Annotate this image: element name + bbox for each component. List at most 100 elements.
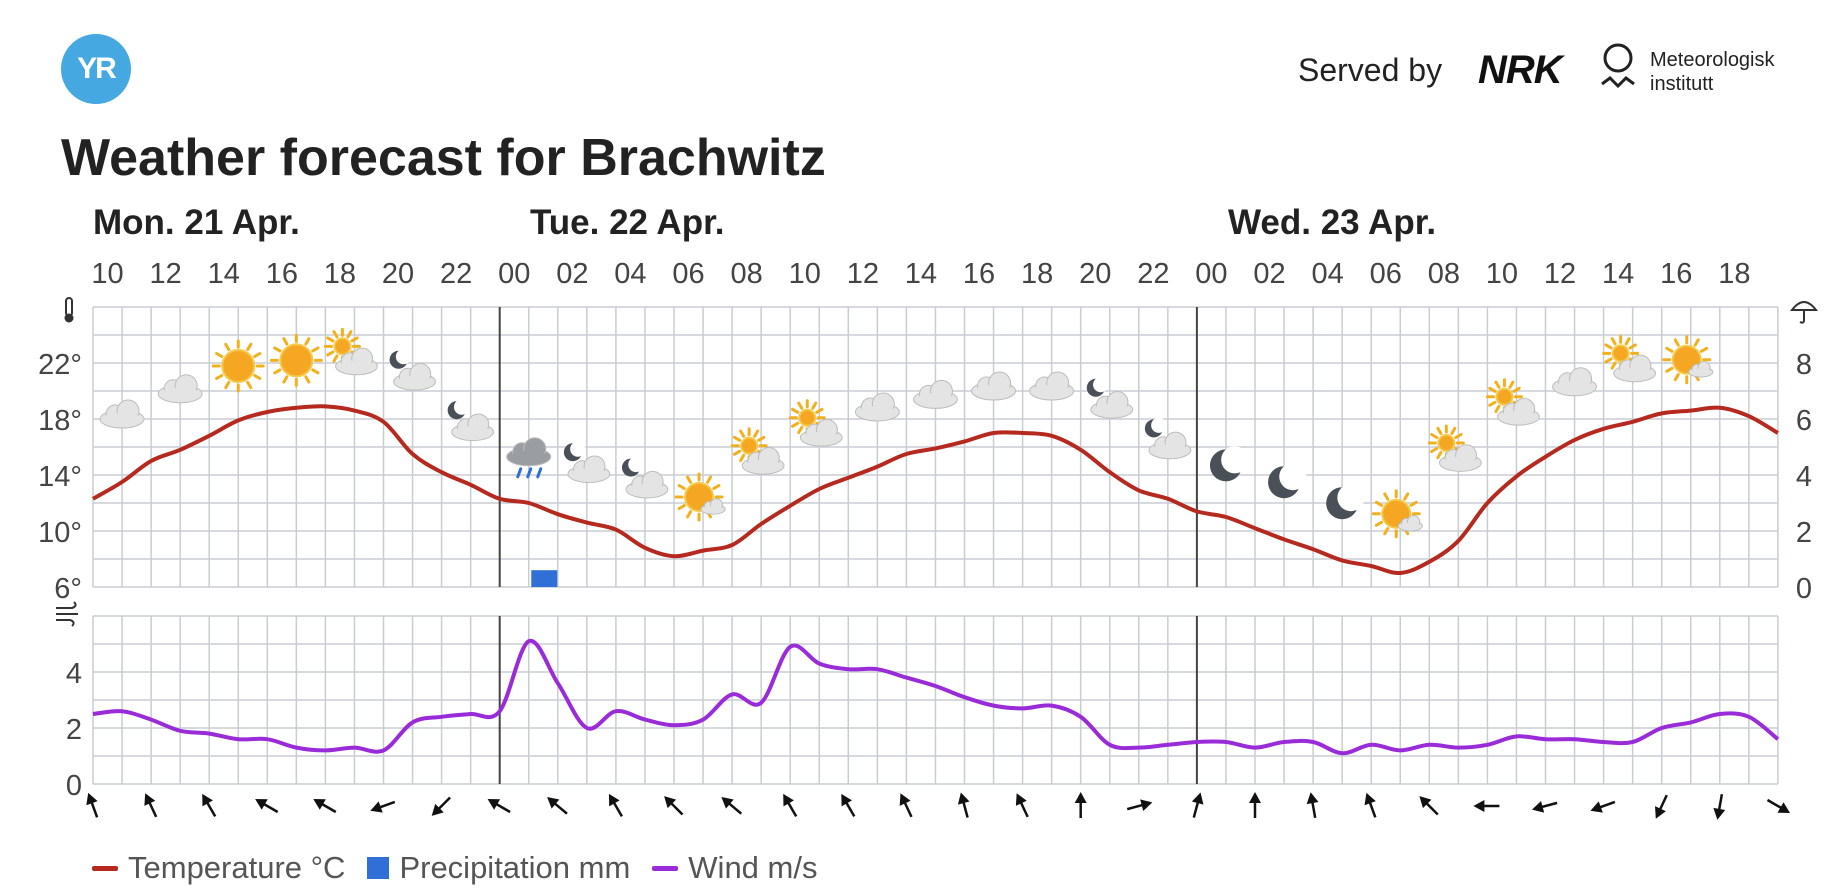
thermometer-icon [64,297,74,323]
weather-fair-day-icon [674,472,726,522]
wind-direction-arrow [1074,792,1087,818]
wind-direction-arrow [664,796,684,816]
weather-partlycloudy-night-icon [1086,377,1134,419]
precipitation-tick-label: 6 [1796,405,1812,437]
nrk-logo: NRK [1478,48,1563,92]
weather-icon-layer [99,327,1714,539]
hour-tick-label: 22 [1137,258,1169,290]
weather-clearsky-icon [269,333,323,387]
hour-tick-label: 20 [382,258,414,290]
hour-tick-label: 06 [1370,258,1402,290]
day-label: Wed. 23 Apr. [1228,203,1436,242]
weather-cloudy-icon [971,371,1017,401]
wind-direction-arrow [1306,792,1319,819]
temperature-tick-label: 18° [38,405,82,437]
temperature-line [91,404,1779,576]
hour-tick-label: 12 [847,258,879,290]
hour-tick-label: 12 [1544,258,1576,290]
hour-tick-label: 06 [672,258,704,290]
hour-tick-label: 10 [91,258,123,290]
temperature-tick-label: 22° [38,349,82,381]
weather-lightrain-icon [506,437,552,479]
day-label: Tue. 22 Apr. [530,203,725,242]
wind-direction-arrow [202,793,217,818]
wind-direction-arrow [721,797,743,815]
umbrella-icon [1789,301,1819,324]
hour-tick-label: 08 [1428,258,1460,290]
legend-label-wind: Wind m/s [688,850,818,885]
wind-direction-arrow [841,793,856,818]
wind-direction-arrow [783,793,798,818]
legend-swatch-temperature [92,865,118,871]
legend-item-precipitation: Precipitation mm [367,850,630,886]
hour-tick-label: 16 [266,258,298,290]
weather-partlycloudy-day-icon [1427,424,1482,472]
chart-legend: Temperature °C Precipitation mm Wind m/s [92,850,839,886]
wind-direction-arrow [1766,798,1791,813]
legend-swatch-wind [652,865,679,871]
weather-partlycloudy-day-icon [1602,334,1657,383]
wind-tick-label: 2 [66,714,82,746]
hour-tick-label: 00 [1195,258,1227,290]
hour-tick-label: 02 [1253,258,1285,290]
met-line-1: Meteorologisk [1650,49,1775,71]
wind-direction-arrow [370,800,396,813]
hour-tick-label: 08 [730,258,762,290]
hour-tick-label: 12 [149,258,181,290]
wind-direction-arrow [431,796,451,816]
wind-direction-arrow [1015,793,1029,818]
weather-partlycloudy-night-icon [563,441,611,484]
weather-partlycloudy-day-icon [730,427,785,475]
hour-tick-label: 18 [324,258,356,290]
wind-direction-arrow [608,793,623,818]
wind-direction-arrow [899,793,913,818]
day-label: Mon. 21 Apr. [93,203,300,242]
wind-direction-layer [86,792,1791,820]
weather-fair-day-icon [1371,489,1423,539]
weather-clearsky-night-icon [1209,446,1249,482]
met-institute-logo-text: Meteorologisk institutt [1650,48,1775,96]
legend-item-wind: Wind m/s [652,850,817,886]
wind-line [92,639,1780,756]
precipitation-tick-label: 4 [1796,461,1812,493]
precipitation-tick-label: 8 [1796,349,1812,381]
grid-layer [92,306,1779,785]
hour-tick-label: 14 [208,258,240,290]
hour-tick-label: 18 [1021,258,1053,290]
weather-cloudy-icon [157,374,203,404]
wind-direction-arrow [1126,799,1153,812]
wind-icon [56,601,78,627]
temperature-tick-label: 6° [54,573,82,605]
yr-logo: YR [61,34,131,104]
wind-direction-arrow [547,797,568,815]
wind-direction-arrow [1590,800,1616,813]
wind-direction-arrow [1419,796,1439,816]
weather-cloudy-icon [1029,371,1075,401]
wind-direction-arrow [1473,800,1500,812]
weather-cloudy-icon [912,379,958,409]
weather-clearsky-night-icon [1268,463,1307,499]
line-layer [91,404,1780,756]
hour-tick-label: 00 [498,258,530,290]
temperature-tick-label: 14° [38,461,82,493]
wind-direction-arrow [313,799,337,814]
wind-tick-label: 0 [66,770,82,802]
hour-tick-label: 02 [556,258,588,290]
wind-tick-label: 4 [66,658,82,690]
hour-tick-label: 10 [789,258,821,290]
page-title: Weather forecast for Brachwitz [61,129,826,187]
wind-direction-arrow [1364,792,1377,818]
precipitation-layer [531,570,558,587]
weather-clearsky-icon [211,339,265,393]
precipitation-tick-label: 2 [1796,517,1812,549]
wind-direction-arrow [1654,794,1668,819]
legend-item-temperature: Temperature °C [92,850,345,886]
met-institute-logo-icon [1601,43,1635,89]
hour-tick-label: 04 [1311,258,1343,290]
hour-tick-label: 16 [1660,258,1692,290]
hour-tick-label: 04 [614,258,646,290]
weather-partlycloudy-day-icon [323,327,378,376]
legend-label-precipitation: Precipitation mm [399,850,631,885]
weather-partlycloudy-night-icon [1144,417,1192,460]
